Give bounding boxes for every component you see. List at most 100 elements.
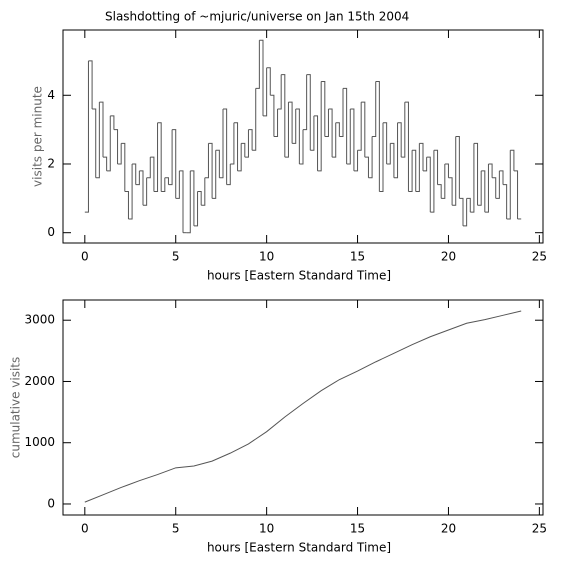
y-tick-label: 4 — [47, 88, 55, 102]
x-axis-label: hours [Eastern Standard Time] — [207, 541, 391, 555]
step-segment — [153, 122, 159, 192]
step-segment — [372, 81, 377, 137]
step-segment — [343, 87, 348, 164]
x-tick-label: 0 — [81, 250, 89, 264]
step-segment — [466, 197, 471, 213]
step-segment — [124, 190, 129, 219]
step-segment — [321, 81, 326, 137]
step-segment — [368, 136, 373, 179]
cumulative-line — [84, 310, 522, 503]
y-axis-label: visits per minute — [31, 86, 45, 187]
step-segment — [84, 60, 89, 213]
step-segment — [103, 156, 108, 171]
step-segment — [328, 108, 333, 158]
x-tick-label: 5 — [172, 250, 180, 264]
x-tick-label: 15 — [350, 250, 365, 264]
step-segment — [204, 143, 209, 179]
x-tick-label: 10 — [259, 522, 274, 536]
step-segment — [513, 170, 519, 219]
step-segment — [215, 149, 220, 178]
step-segment — [408, 150, 413, 192]
step-segment — [444, 163, 449, 178]
step-segment — [353, 150, 359, 172]
y-tick-label: 2 — [47, 156, 55, 170]
step-segment — [106, 115, 111, 172]
y-axis-label: cumulative visits — [9, 357, 23, 459]
step-segment — [488, 163, 493, 178]
x-tick-label: 0 — [81, 522, 89, 536]
step-segment — [113, 129, 119, 164]
step-segment — [190, 170, 195, 226]
step-segment — [146, 157, 151, 179]
step-segment — [357, 102, 362, 151]
step-segment — [473, 142, 479, 206]
step-segment — [88, 60, 93, 110]
step-segment — [161, 177, 166, 192]
step-segment — [404, 101, 409, 192]
step-segment — [477, 170, 482, 206]
step-segment — [310, 115, 315, 151]
step-segment — [495, 170, 500, 199]
y-tick-label: 0 — [47, 225, 55, 239]
step-segment — [499, 170, 504, 185]
step-segment — [423, 157, 428, 172]
step-segment — [233, 122, 239, 171]
step-segment — [433, 149, 439, 185]
step-segment — [212, 150, 217, 199]
step-segment — [506, 150, 511, 220]
step-segment — [306, 74, 311, 151]
step-segment — [128, 163, 133, 220]
step-segment — [121, 142, 126, 192]
step-segment — [350, 108, 355, 171]
step-segment — [383, 122, 388, 164]
step-segment — [364, 156, 369, 178]
step-segment — [168, 129, 173, 186]
step-segment — [223, 108, 228, 185]
step-segment — [324, 109, 329, 137]
step-segment — [259, 39, 264, 116]
x-tick-label: 10 — [259, 250, 274, 264]
step-segment — [150, 156, 155, 192]
step-segment — [248, 129, 253, 151]
step-segment — [92, 108, 97, 178]
step-segment — [419, 142, 424, 171]
step-segment — [448, 177, 453, 206]
step-segment — [484, 163, 489, 213]
step-segment — [288, 101, 293, 144]
step-segment — [401, 102, 406, 158]
step-segment — [241, 142, 246, 158]
step-segment — [452, 136, 457, 206]
step-segment — [237, 143, 242, 172]
step-segment — [179, 170, 184, 233]
step-segment — [284, 102, 289, 158]
step-segment — [186, 170, 191, 234]
step-segment — [390, 142, 395, 178]
step-segment — [503, 184, 508, 219]
step-segment — [175, 170, 180, 199]
step-segment — [430, 150, 435, 213]
step-segment — [193, 191, 199, 227]
step-segment — [110, 115, 115, 130]
step-segment — [415, 143, 420, 192]
step-segment — [244, 129, 249, 158]
x-tick-label: 5 — [172, 522, 180, 536]
step-segment — [201, 177, 206, 206]
step-segment — [361, 101, 366, 158]
chart-title: Slashdotting of ~mjuric/universe on Jan … — [105, 10, 409, 24]
step-segment — [143, 177, 148, 206]
step-segment — [208, 142, 213, 199]
step-segment — [266, 67, 271, 96]
y-tick-label: 3000 — [24, 313, 55, 327]
step-segment — [226, 163, 231, 186]
step-segment — [219, 109, 224, 179]
step-segment — [135, 170, 140, 186]
step-segment — [397, 122, 402, 158]
step-segment — [99, 101, 104, 158]
step-segment — [164, 177, 169, 185]
step-segment — [139, 170, 144, 206]
step-segment — [375, 81, 380, 192]
step-segment — [270, 94, 275, 137]
y-tick-label: 1000 — [24, 435, 55, 449]
